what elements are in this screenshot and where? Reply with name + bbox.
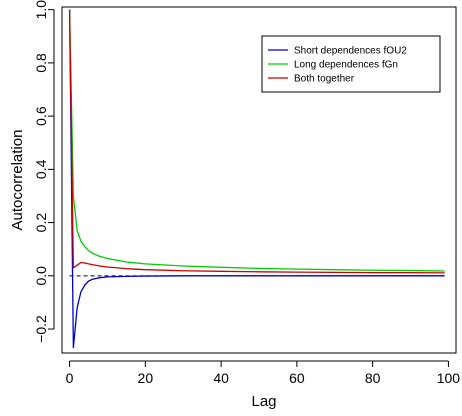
plot-frame [61,6,457,354]
x-tick-label: 100 [437,370,461,386]
y-tick-label: −0.2 [33,315,49,343]
series-line-1 [68,9,445,349]
x-tick-label: 60 [289,370,305,386]
legend-label: Short dependences fOU2 [294,46,407,57]
series-line-2 [68,9,445,272]
y-tick-label: 0.6 [33,106,49,126]
y-tick-label: 0.0 [33,266,49,286]
series-layer [68,9,445,349]
legend: Short dependences fOU2 Long dependences f… [261,35,441,93]
y-axis-title: Autocorrelation [9,130,26,231]
series-line-3 [68,9,445,274]
x-axis-title: Lag [251,393,276,410]
x-tick-label: 40 [213,370,229,386]
y-tick-label: 1.0 [33,0,49,19]
y-tick-label: 0.2 [33,213,49,233]
y-tick-label: 0.8 [33,53,49,73]
axes: 0 20 40 60 80 100 −0.2 0.0 0.2 0.4 0.6 0.8 1.0 [33,0,460,386]
legend-label: Both together [294,74,355,85]
x-tick-label: 20 [138,370,154,386]
y-tick-label: 0.4 [33,159,49,179]
legend-label: Long dependences fGn [294,60,398,71]
legend-box [261,35,441,93]
x-tick-label: 80 [365,370,381,386]
x-tick-label: 0 [66,370,74,386]
